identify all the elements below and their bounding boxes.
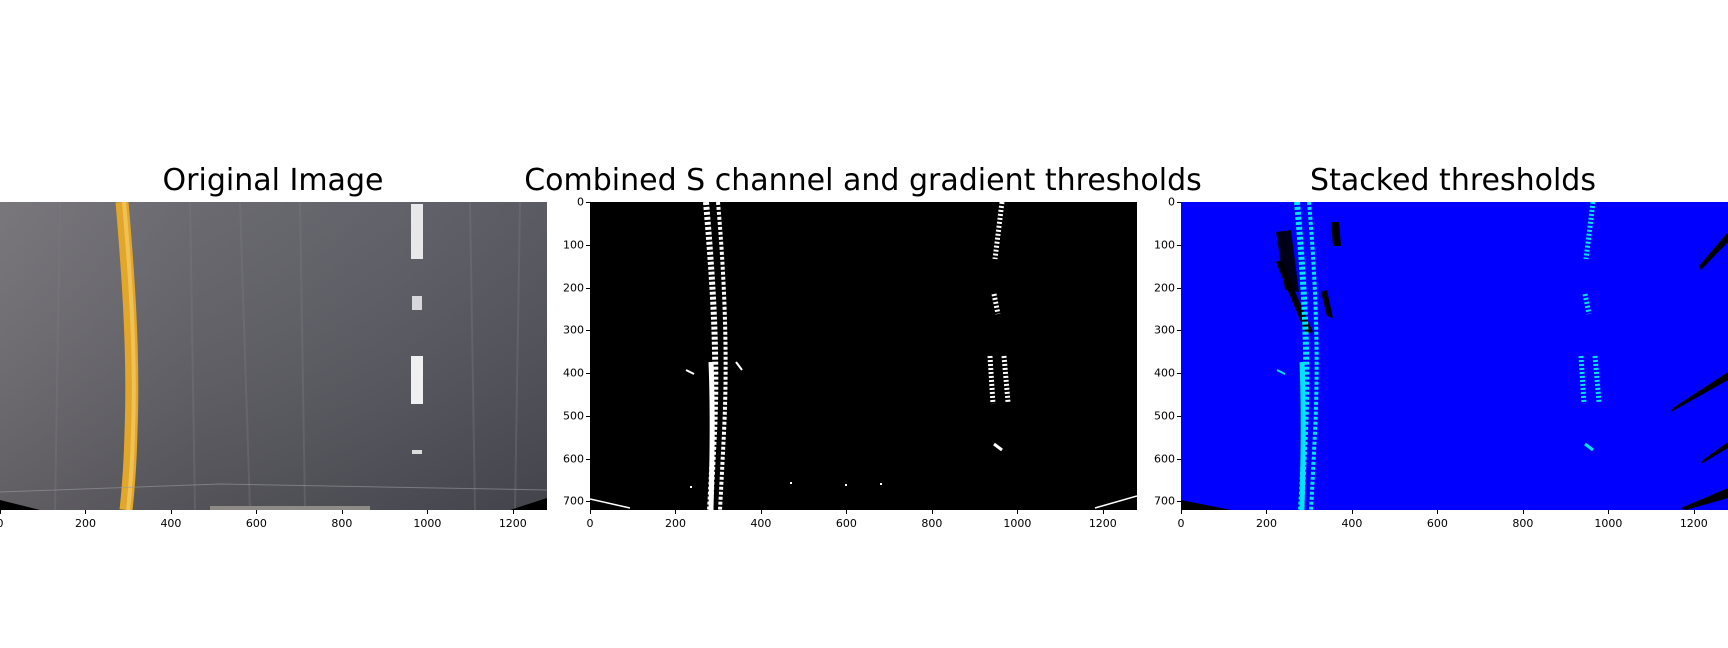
x-tick-mark bbox=[931, 510, 933, 514]
y-tick-mark bbox=[586, 244, 590, 246]
y-tick-mark bbox=[1177, 373, 1181, 375]
x-tick-label: 200 bbox=[1255, 517, 1277, 530]
y-tick-label: 200 bbox=[563, 281, 584, 295]
x-tick-label: 400 bbox=[160, 517, 182, 530]
x-tick-label: 800 bbox=[331, 517, 353, 530]
y-tick-label: 600 bbox=[1154, 452, 1175, 466]
y-tick-label: 0 bbox=[1168, 195, 1175, 209]
x-tick-mark bbox=[1017, 510, 1019, 514]
x-tick-label: 1000 bbox=[1003, 517, 1032, 530]
panel-title-original: Original Image bbox=[162, 163, 384, 198]
x-tick-label: 600 bbox=[245, 517, 267, 530]
combined-threshold-image bbox=[590, 202, 1137, 510]
y-tick-mark bbox=[1177, 501, 1181, 503]
x-tick-label: 800 bbox=[921, 517, 943, 530]
x-tick-label: 600 bbox=[835, 517, 857, 530]
y-tick-label: 700 bbox=[1154, 494, 1175, 508]
panel-title-combined: Combined S channel and gradient threshol… bbox=[524, 163, 1202, 198]
panel-title-stacked: Stacked thresholds bbox=[1310, 163, 1596, 198]
x-tick-mark bbox=[427, 510, 429, 514]
x-tick-label: 0 bbox=[0, 518, 4, 529]
y-tick-mark bbox=[586, 415, 590, 417]
x-tick-mark bbox=[1266, 510, 1268, 514]
x-tick-label: 800 bbox=[1512, 517, 1534, 530]
y-tick-mark bbox=[586, 501, 590, 503]
x-tick-mark bbox=[0, 510, 1, 514]
x-tick-mark bbox=[512, 510, 514, 514]
x-tick-label: 1000 bbox=[1594, 517, 1623, 530]
x-tick-label: 1200 bbox=[1088, 517, 1117, 530]
x-tick-mark bbox=[1437, 510, 1439, 514]
x-tick-label: 200 bbox=[74, 517, 96, 530]
y-tick-label: 300 bbox=[563, 323, 584, 337]
y-tick-label: 400 bbox=[563, 366, 584, 380]
x-tick-mark bbox=[675, 510, 677, 514]
x-tick-mark bbox=[170, 510, 172, 514]
x-tick-mark bbox=[341, 510, 343, 514]
x-tick-label: 600 bbox=[1426, 517, 1448, 530]
x-tick-mark bbox=[1181, 510, 1182, 514]
x-tick-label: 200 bbox=[664, 517, 686, 530]
x-tick-label: 1000 bbox=[413, 517, 442, 530]
x-tick-mark bbox=[1351, 510, 1353, 514]
x-tick-label: 1200 bbox=[498, 517, 527, 530]
x-tick-label: 400 bbox=[1341, 517, 1363, 530]
y-tick-mark bbox=[1177, 287, 1181, 289]
x-tick-mark bbox=[1522, 510, 1524, 514]
x-tick-label: 1200 bbox=[1679, 517, 1708, 530]
y-tick-mark bbox=[586, 202, 590, 203]
y-tick-mark bbox=[1177, 244, 1181, 246]
x-tick-label: 0 bbox=[586, 517, 594, 530]
y-tick-mark bbox=[586, 330, 590, 332]
y-tick-mark bbox=[586, 287, 590, 289]
y-tick-label: 300 bbox=[1154, 323, 1175, 337]
x-tick-mark bbox=[590, 510, 591, 514]
y-tick-mark bbox=[1177, 415, 1181, 417]
original-image bbox=[0, 202, 547, 510]
y-tick-label: 100 bbox=[1154, 238, 1175, 252]
x-tick-mark bbox=[1693, 510, 1695, 514]
x-tick-mark bbox=[1102, 510, 1104, 514]
y-tick-label: 400 bbox=[1154, 366, 1175, 380]
y-tick-mark bbox=[1177, 202, 1181, 203]
x-tick-mark bbox=[85, 510, 87, 514]
y-tick-label: 200 bbox=[1154, 281, 1175, 295]
x-tick-mark bbox=[1608, 510, 1610, 514]
x-tick-mark bbox=[846, 510, 848, 514]
x-tick-label: 0 bbox=[1177, 517, 1185, 530]
y-tick-label: 100 bbox=[563, 238, 584, 252]
stacked-threshold-image bbox=[1181, 202, 1728, 510]
y-tick-label: 600 bbox=[563, 452, 584, 466]
x-tick-mark bbox=[760, 510, 762, 514]
y-tick-label: 700 bbox=[563, 494, 584, 508]
y-tick-label: 500 bbox=[563, 409, 584, 423]
y-tick-label: 0 bbox=[577, 195, 584, 209]
x-tick-mark bbox=[256, 510, 258, 514]
y-tick-mark bbox=[586, 458, 590, 460]
y-tick-mark bbox=[1177, 458, 1181, 460]
y-tick-label: 500 bbox=[1154, 409, 1175, 423]
x-tick-label: 400 bbox=[750, 517, 772, 530]
y-tick-mark bbox=[586, 373, 590, 375]
y-tick-mark bbox=[1177, 330, 1181, 332]
